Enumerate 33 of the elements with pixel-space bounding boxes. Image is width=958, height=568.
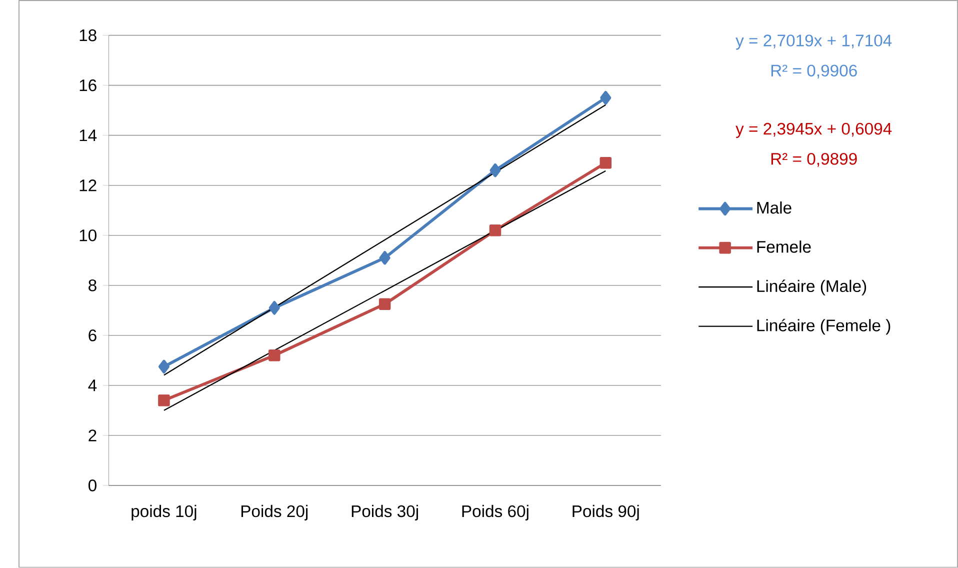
text: y = 2,7019x + 1,7104 [736, 34, 892, 50]
y-tick-label: 16 [80, 80, 96, 92]
x-tick-label: poids 10j [132, 505, 196, 521]
legend-label: Linéaire (Male) [757, 280, 866, 296]
y-tick-label: 0 [88, 480, 96, 492]
y-tick-label: 8 [88, 280, 96, 292]
point [490, 164, 501, 178]
point [268, 350, 280, 362]
point [489, 224, 502, 236]
y-tick-label: 14 [80, 130, 97, 142]
y-tick-label: 18 [80, 29, 96, 42]
text: R² = 0,9899 [771, 153, 857, 167]
point [268, 301, 280, 315]
text: R² = 0,9906 [771, 64, 857, 79]
y-tick-label: 2 [88, 430, 96, 442]
point [600, 157, 612, 169]
text: y = 2,3945x + 0,6094 [736, 122, 892, 138]
x-tick-label: Poids 60j [462, 505, 528, 521]
y-tick-label: 4 [88, 380, 97, 392]
y-tick-label: 6 [88, 330, 96, 342]
legend-label: Linéaire (Femele ) [757, 318, 890, 335]
point [158, 360, 170, 374]
point [158, 394, 170, 406]
point [378, 298, 391, 310]
point [379, 251, 390, 265]
x-tick-label: Poids 90j [572, 505, 639, 521]
x-tick-label: Poids 20j [241, 505, 308, 521]
x-tick-label: Poids 30j [352, 505, 418, 521]
y-tick-label: 10 [80, 230, 96, 242]
legend-label: Femele [757, 240, 811, 253]
legend-label: Male [757, 202, 792, 214]
y-tick-label: 12 [80, 180, 96, 192]
point [600, 91, 612, 105]
